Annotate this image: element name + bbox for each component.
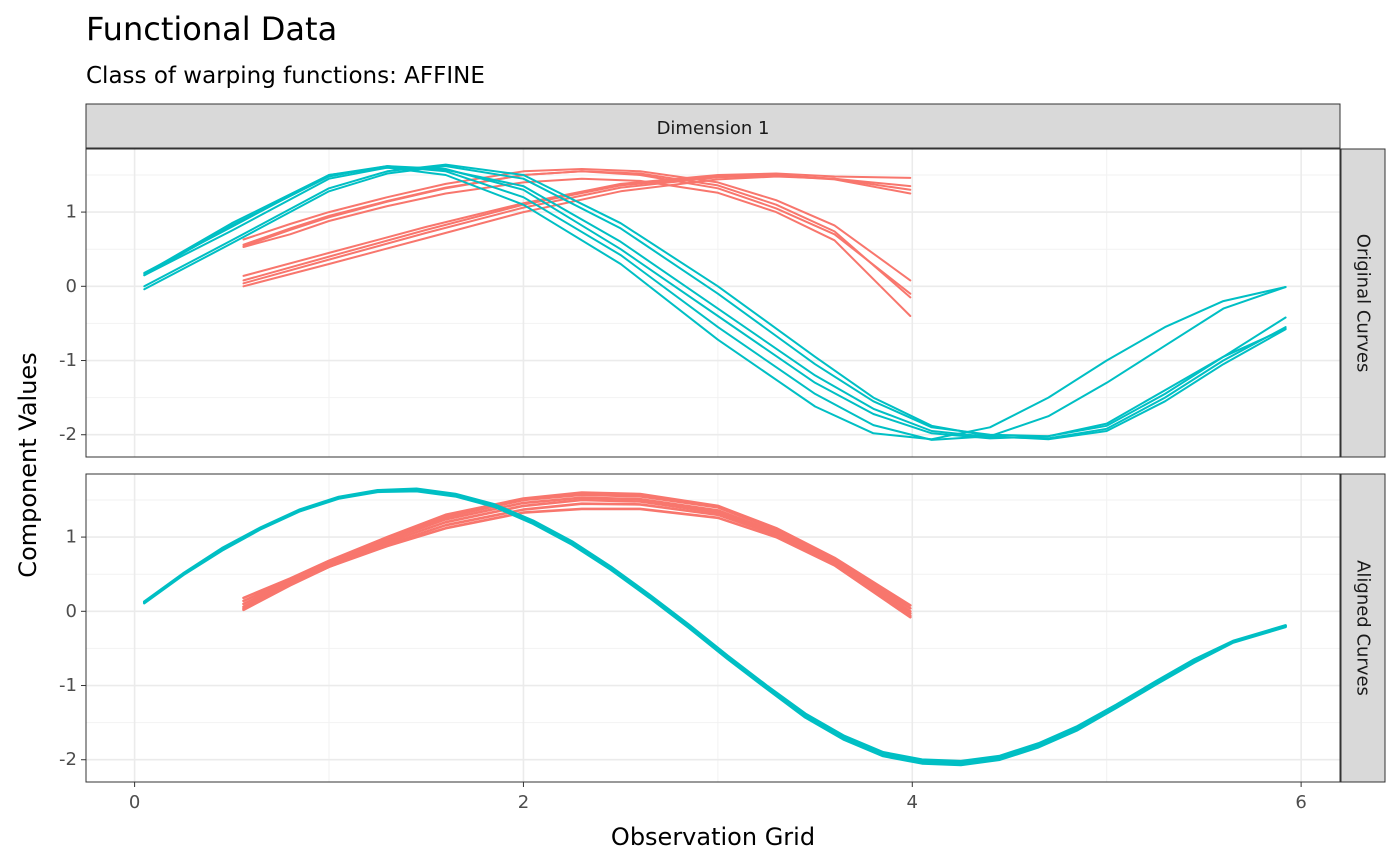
row-strip-label: Original Curves <box>1353 234 1374 373</box>
y-tick-label: 1 <box>66 527 77 548</box>
series-line <box>242 493 912 610</box>
series-line <box>242 168 912 282</box>
x-tick-label: 4 <box>907 792 918 813</box>
row-strip-background <box>1340 473 1386 783</box>
x-tick-label: 2 <box>518 792 529 813</box>
x-axis: 0 2 4 6 <box>129 782 1307 813</box>
series-line <box>143 165 1287 438</box>
series-line <box>242 170 912 299</box>
panel-background <box>86 149 1340 457</box>
series-line <box>242 498 912 615</box>
series-line <box>242 175 912 288</box>
x-tick-label: 6 <box>1295 792 1306 813</box>
y-tick-label: -1 <box>59 350 77 371</box>
column-strip-label: Dimension 1 <box>657 118 770 139</box>
y-tick-label: 0 <box>66 276 77 297</box>
panel-original-curves: Original Curves <box>85 148 1386 458</box>
series-line <box>242 172 912 277</box>
panel-border <box>85 148 1341 458</box>
series-line <box>242 496 912 613</box>
series-line <box>242 507 912 619</box>
x-axis-title: Observation Grid <box>611 823 815 851</box>
x-tick-label: 0 <box>129 792 140 813</box>
series-line <box>143 489 1287 767</box>
row-strip-label: Aligned Curves <box>1353 560 1374 696</box>
y-tick-label: 0 <box>66 601 77 622</box>
panel-aligned-curves: Aligned Curves <box>85 473 1386 783</box>
panel-border <box>85 473 1341 783</box>
series-line <box>143 163 1287 441</box>
y-axis-title: Component Values <box>14 352 42 577</box>
y-tick-label: -1 <box>59 675 77 696</box>
y-tick-label: -2 <box>59 424 77 445</box>
chart-subtitle: Class of warping functions: AFFINE <box>86 63 485 89</box>
y-tick-label: -2 <box>59 749 77 770</box>
y-tick-label: 1 <box>66 202 77 223</box>
chart-title: Functional Data <box>86 10 337 48</box>
series-line <box>143 166 1287 440</box>
series-line <box>242 177 912 317</box>
column-strip-background <box>85 103 1341 149</box>
row-strip-background <box>1340 148 1386 458</box>
series-line <box>242 491 912 607</box>
series-line <box>143 165 1287 441</box>
column-strip: Dimension 1 <box>85 103 1341 149</box>
y-axes: -2 -1 0 1 -2 -1 0 1 <box>59 202 86 770</box>
series-line <box>143 487 1287 763</box>
panel-background <box>86 474 1340 782</box>
